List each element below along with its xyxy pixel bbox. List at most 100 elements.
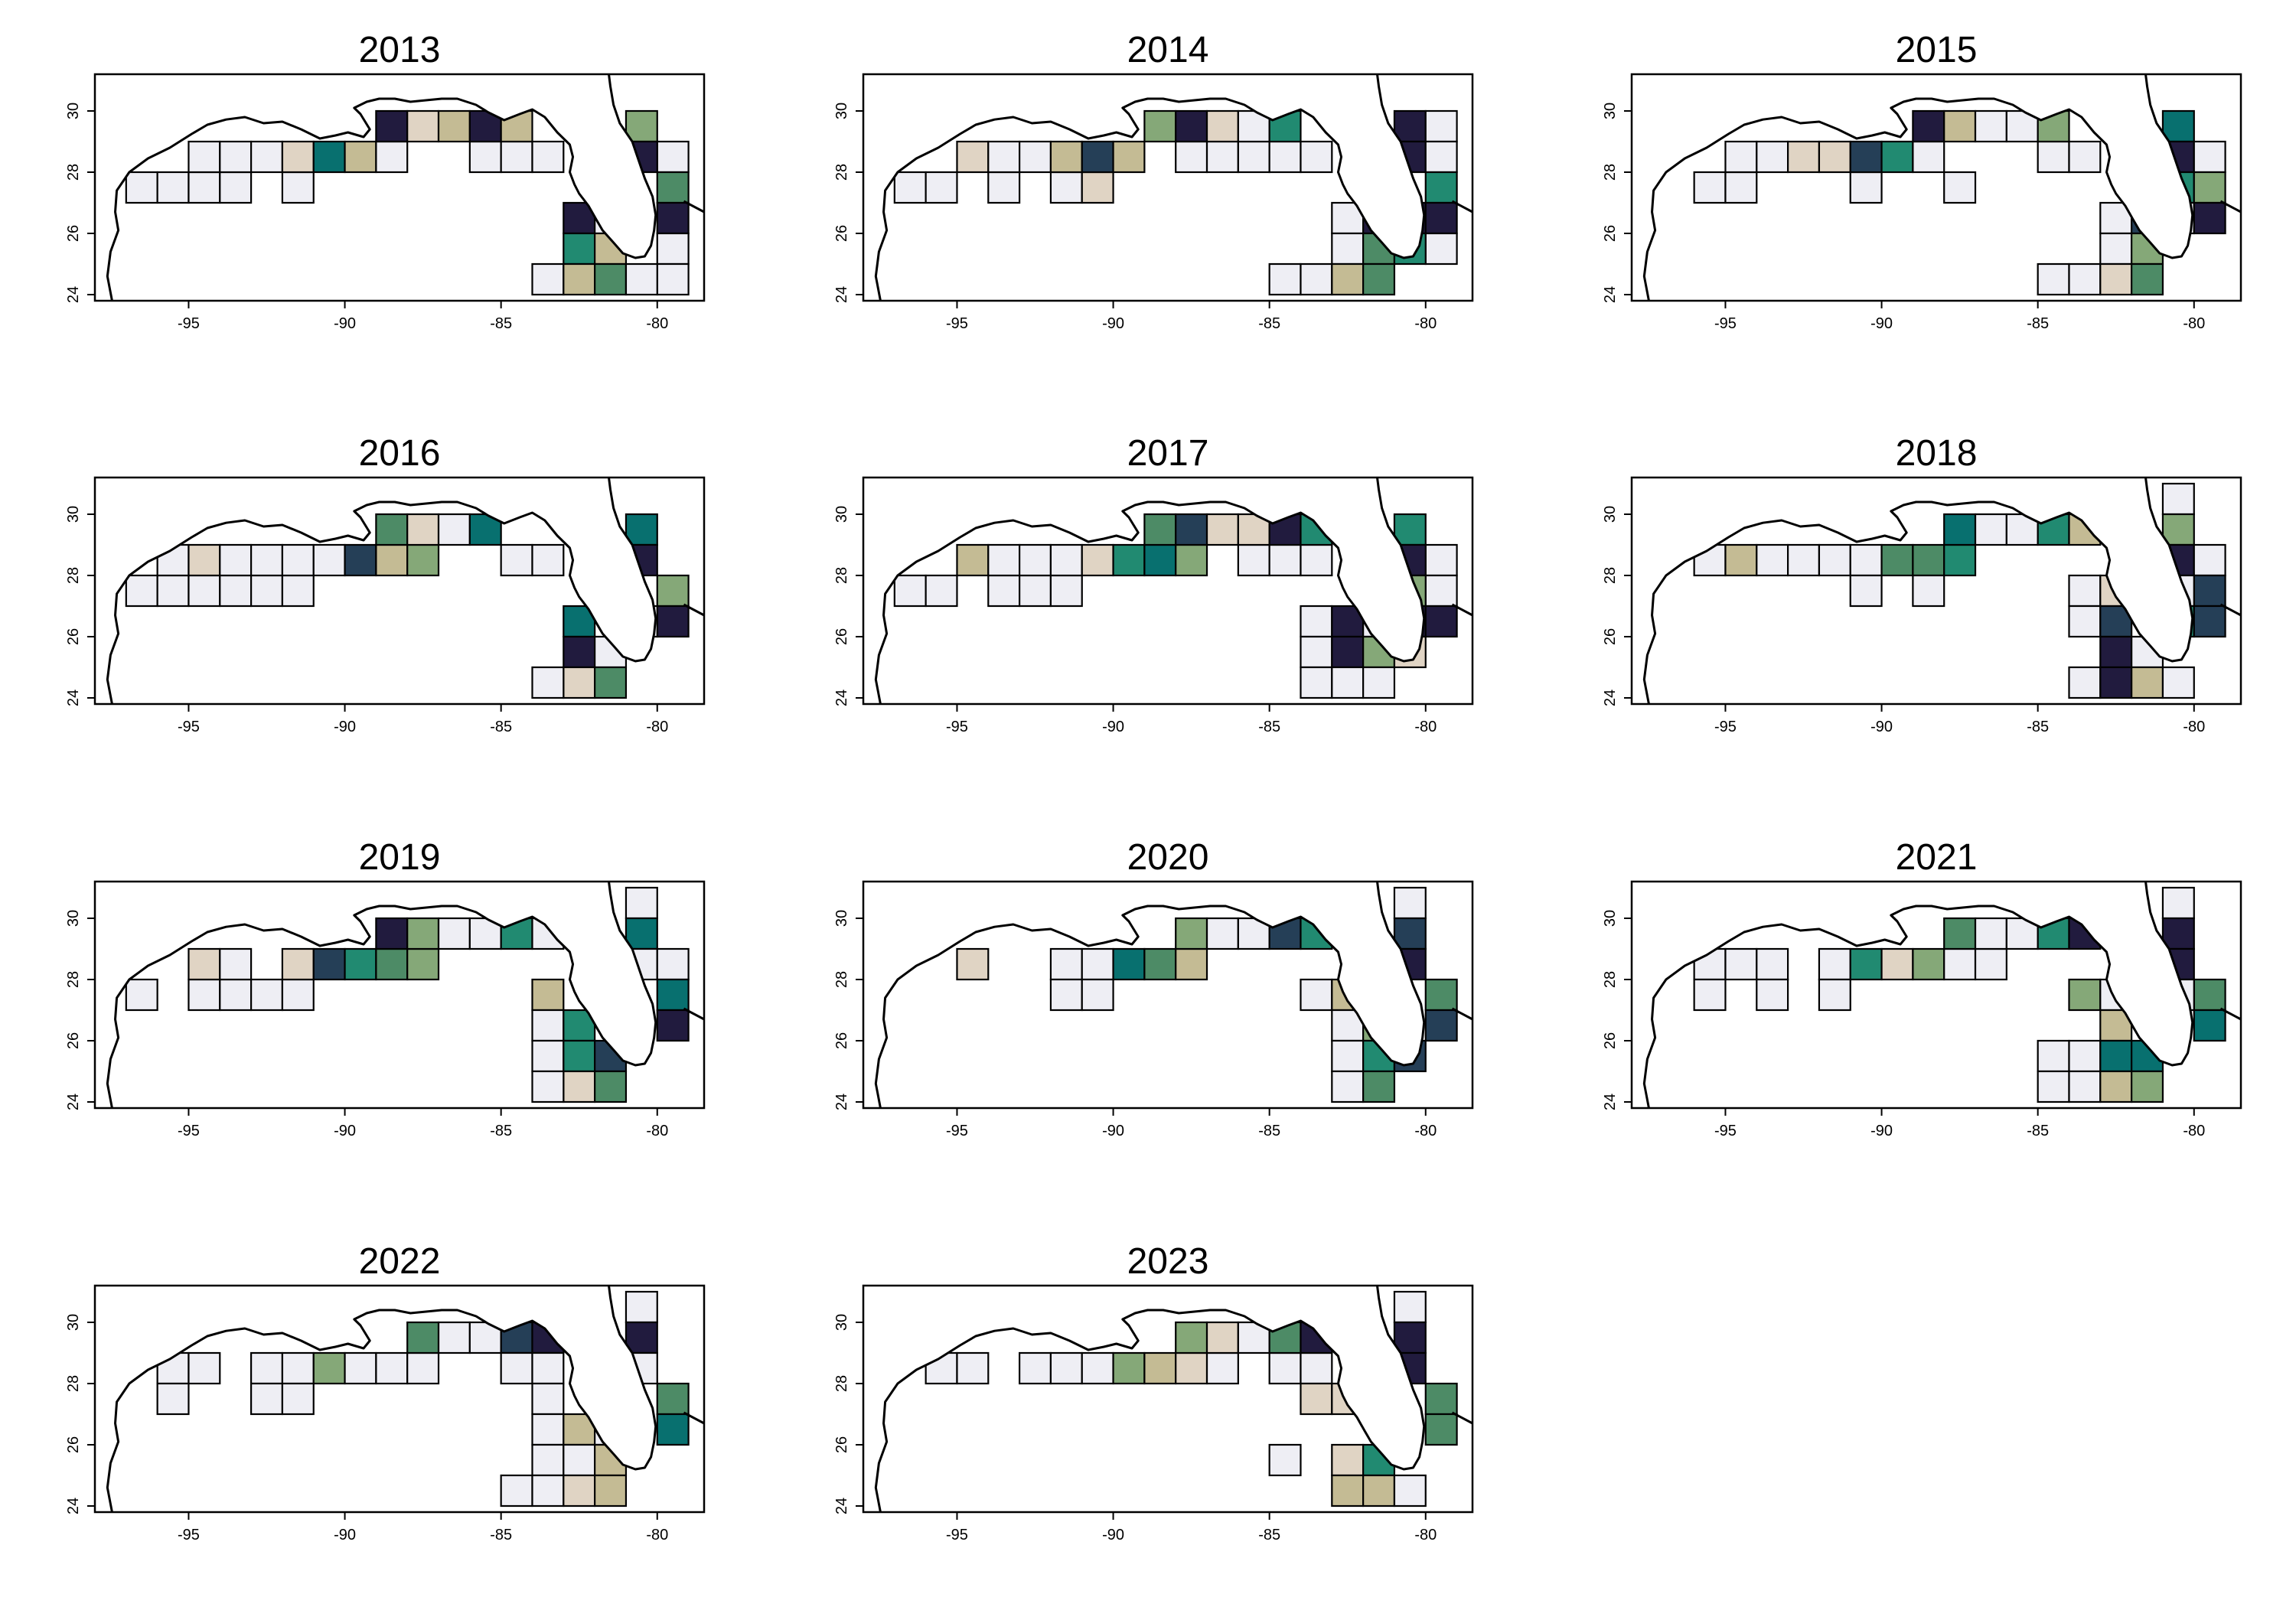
grid-cell (531, 1009, 565, 1042)
grid-cell (1049, 1351, 1083, 1385)
panel-title: 2020 (1127, 837, 1209, 878)
grid-cell (1424, 140, 1458, 174)
grid-cell (125, 171, 158, 204)
lat-tick-label: 30 (833, 910, 850, 927)
grid-cell (925, 574, 958, 608)
grid-cell (1912, 140, 1945, 174)
map-panel-2018: 2018 -95 -90 -85 -80 24 26 28 30 (1602, 433, 2242, 735)
grid-cell (1175, 140, 1208, 174)
grid-cell (2068, 262, 2102, 296)
map-frame (1630, 73, 2242, 302)
lat-tick-label: 28 (833, 164, 850, 181)
grid-cell (2037, 1070, 2070, 1103)
panel-title: 2022 (359, 1241, 441, 1282)
map-panel-2022: 2022 -95 -90 -85 -80 24 26 28 30 (65, 1241, 706, 1543)
lon-tick-label: -90 (334, 719, 356, 735)
grid-cell (2193, 171, 2226, 204)
grid-cell (925, 171, 958, 204)
lat-tick-label: 26 (833, 628, 850, 645)
grid-cell (2099, 635, 2133, 669)
lat-tick-label: 24 (833, 286, 850, 303)
grid-cell (1205, 1351, 1239, 1385)
grid-cell (500, 1351, 533, 1385)
grid-cell (1724, 947, 1758, 981)
lon-tick-label: -90 (334, 1123, 356, 1139)
grid-cell (1049, 140, 1083, 174)
grid-cell (1912, 109, 1945, 143)
grid-cell (2099, 666, 2133, 699)
lat-tick-label: 30 (65, 103, 82, 119)
grid-cell (1268, 1351, 1302, 1385)
grid-cell (156, 171, 190, 204)
grid-cell (2161, 666, 2195, 699)
grid-cell (656, 1413, 690, 1446)
grid-cell (1331, 666, 1365, 699)
map-frame (1630, 880, 2242, 1110)
grid-cell (1300, 605, 1333, 638)
lat-tick-label: 26 (1602, 628, 1619, 645)
grid-cell (625, 262, 658, 296)
grid-cell (1849, 947, 1883, 981)
grid-cell (1693, 978, 1727, 1012)
grid-cell (312, 543, 346, 577)
grid-cell (1849, 171, 1883, 204)
grid-cell (1112, 947, 1146, 981)
land-mass (1632, 882, 2193, 1108)
panel-title: 2017 (1127, 433, 1209, 474)
grid-cell (437, 917, 471, 950)
bahamas-coast (2219, 200, 2241, 214)
grid-cell (1300, 1351, 1333, 1385)
grid-cell (1019, 140, 1052, 174)
grid-cell (219, 543, 253, 577)
lat-tick-label: 30 (65, 506, 82, 523)
grid-cell (1081, 171, 1114, 204)
grid-cell (1205, 513, 1239, 546)
grid-cell (563, 1070, 596, 1103)
grid-cell (1724, 543, 1758, 577)
grid-cell (594, 1474, 628, 1508)
panel-title: 2018 (1896, 433, 1978, 474)
grid-cell (1974, 947, 2007, 981)
grid-cell (250, 574, 284, 608)
grid-cell (1818, 140, 1851, 174)
grid-cell (1175, 109, 1208, 143)
grid-cell (893, 574, 927, 608)
grid-cell (437, 109, 471, 143)
grid-cell (406, 543, 440, 577)
map-frame (862, 73, 1474, 302)
grid-cell (1049, 978, 1083, 1012)
lon-tick-label: -85 (490, 315, 512, 332)
grid-cell (1424, 978, 1458, 1012)
grid-cell (1818, 947, 1851, 981)
lat-tick-label: 30 (833, 506, 850, 523)
grid-cell (281, 140, 315, 174)
grid-cell (1175, 1351, 1208, 1385)
grid-cell (531, 1070, 565, 1103)
grid-cell (281, 171, 315, 204)
lon-tick-label: -80 (2183, 315, 2205, 332)
grid-cell (1724, 171, 1758, 204)
grid-cell (1693, 171, 1727, 204)
grid-cell (2037, 140, 2070, 174)
panel-title: 2015 (1896, 30, 1978, 70)
grid-cell (1268, 1443, 1302, 1477)
lat-tick-label: 24 (1602, 1094, 1619, 1110)
lat-tick-label: 28 (833, 971, 850, 988)
land-mass (95, 882, 656, 1108)
grid-cell (1880, 543, 1914, 577)
grid-cell (1943, 171, 1977, 204)
lon-tick-label: -80 (646, 719, 668, 735)
grid-cell (1268, 262, 1302, 296)
grid-cell (656, 947, 690, 981)
coastline (874, 478, 1426, 704)
map-frame (93, 1284, 706, 1514)
lat-tick-label: 24 (1602, 286, 1619, 303)
lat-tick-label: 28 (65, 971, 82, 988)
map-frame (93, 476, 706, 706)
grid-cell (531, 543, 565, 577)
grid-cell (219, 171, 253, 204)
grid-cell (1849, 140, 1883, 174)
grid-cell (500, 1474, 533, 1508)
grid-cell (531, 1039, 565, 1073)
lat-tick-label: 30 (1602, 103, 1619, 119)
